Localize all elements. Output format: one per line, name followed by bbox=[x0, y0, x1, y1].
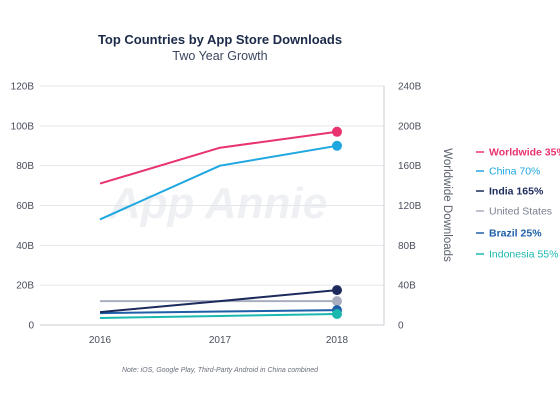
series-line bbox=[99, 130, 338, 185]
gridlines bbox=[40, 85, 384, 326]
chart-title: Top Countries by App Store Downloads bbox=[98, 32, 342, 47]
right-axis-label: Worldwide Downloads bbox=[441, 148, 453, 262]
chart-note: Note: iOS, Google Play, Third-Party Andr… bbox=[122, 367, 319, 374]
left-tick-label: 80B bbox=[16, 161, 34, 172]
legend-label: Brazil 25% bbox=[489, 228, 542, 240]
left-tick-label: 40B bbox=[16, 241, 34, 252]
legend-label: China 70% bbox=[489, 166, 540, 178]
series-end-point bbox=[332, 126, 342, 137]
left-tick-label: 60B bbox=[16, 201, 34, 212]
legend-label: India 165% bbox=[489, 186, 544, 198]
left-axis-ticks: 0 20B 40B 60B 80B 100B 120B bbox=[11, 82, 35, 332]
series-end-point bbox=[332, 140, 342, 151]
series-line bbox=[99, 289, 338, 314]
series-line bbox=[99, 313, 338, 319]
left-tick-label: 120B bbox=[11, 82, 35, 93]
x-axis-ticks: 2016 2017 2018 bbox=[89, 335, 349, 346]
series-end-point bbox=[332, 296, 342, 307]
right-tick-label: 80B bbox=[398, 241, 416, 252]
series-line bbox=[99, 144, 338, 221]
left-tick-label: 20B bbox=[16, 281, 34, 292]
x-tick-label: 2017 bbox=[209, 335, 232, 346]
legend-label: Worldwide 35% bbox=[489, 147, 560, 159]
legend-label: United States bbox=[489, 206, 552, 218]
left-tick-label: 100B bbox=[11, 121, 35, 132]
legend-label: Indonesia 55% bbox=[489, 249, 558, 261]
right-tick-label: 120B bbox=[398, 201, 422, 212]
chart-subtitle: Two Year Growth bbox=[172, 49, 267, 63]
legend: Worldwide 35% China 70% India 165% United S… bbox=[476, 147, 560, 261]
series-layer bbox=[99, 126, 342, 319]
series-line bbox=[99, 309, 338, 315]
series-end-point bbox=[332, 309, 342, 319]
x-tick-label: 2018 bbox=[326, 335, 349, 346]
left-tick-label: 0 bbox=[28, 321, 34, 332]
right-tick-label: 0 bbox=[398, 321, 404, 332]
right-axis-ticks: 0 40B 80B 120B 160B 200B 240B bbox=[398, 82, 422, 332]
x-tick-label: 2016 bbox=[89, 335, 112, 346]
series-end-point bbox=[332, 285, 342, 296]
right-tick-label: 200B bbox=[398, 121, 422, 132]
right-tick-label: 160B bbox=[398, 161, 422, 172]
right-tick-label: 240B bbox=[398, 82, 422, 93]
right-tick-label: 40B bbox=[398, 281, 416, 292]
watermark: App Annie bbox=[108, 179, 327, 228]
